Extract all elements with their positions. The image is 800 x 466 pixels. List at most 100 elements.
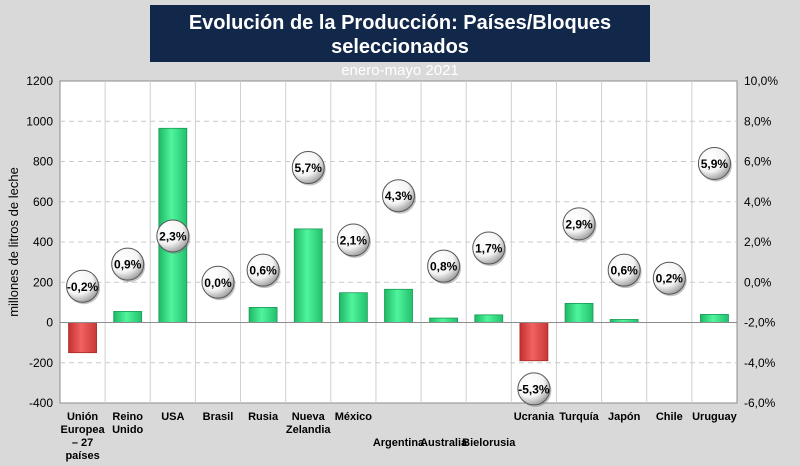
- chart-subtitle: enero-mayo 2021: [341, 62, 459, 79]
- y2-tick-label: -6,0%: [744, 396, 776, 410]
- percent-label: 0,6%: [249, 264, 277, 278]
- percent-bubble: 2,3%: [156, 219, 191, 254]
- y-tick-label: 1200: [26, 74, 53, 88]
- title-box: Evolución de la Producción: Países/Bloqu…: [150, 5, 650, 79]
- percent-bubble: 0,0%: [201, 265, 236, 301]
- y2-tick-label: -4,0%: [744, 356, 776, 370]
- percent-label: 0,6%: [610, 264, 638, 278]
- percent-bubble: 5,9%: [697, 147, 732, 182]
- bubble-circle: [66, 269, 100, 303]
- y2-tick-label: 2,0%: [744, 235, 772, 249]
- y2-tick-label: 0,0%: [744, 275, 772, 289]
- percent-label: 2,3%: [159, 229, 187, 243]
- percent-bubble: 5,7%: [291, 151, 326, 186]
- bar: [474, 314, 504, 323]
- y-tick-label: -200: [29, 356, 53, 370]
- percent-bubble: 0,9%: [111, 247, 146, 283]
- percent-bubble: -0,2%: [66, 269, 101, 305]
- bubble-circle: [246, 253, 280, 287]
- bar: [113, 311, 143, 323]
- category-label: Turquía: [559, 411, 599, 423]
- percent-bubbles: -0,2% 0,9% 2,3% 0,0% 0,6% 5,7% 2,1% 4,3% 0,8% 1,7…: [66, 147, 732, 407]
- category-label: México: [335, 411, 373, 423]
- percent-label: -5,3%: [518, 382, 550, 396]
- y-axis-label: millones de litros de leche: [6, 167, 21, 317]
- bubble-circle: [652, 261, 686, 295]
- y-tick-label: 200: [33, 275, 53, 289]
- chart-title: Evolución de la Producción: Países/Bloqu…: [188, 12, 612, 58]
- percent-label: 2,1%: [340, 233, 368, 247]
- y-tick-label: 600: [33, 195, 53, 209]
- bubble-circle: [201, 265, 235, 299]
- y-axis-right-ticks: -6,0% -4,0% -2,0% 0,0% 2,0% 4,0% 6,0% 8,0% 10,0%: [744, 74, 778, 410]
- y2-tick-label: 6,0%: [744, 155, 772, 169]
- bar: [700, 314, 729, 323]
- y2-tick-label: 10,0%: [744, 74, 778, 88]
- bubble-circle: [607, 253, 641, 287]
- category-label: Chile: [656, 411, 683, 423]
- category-label: Japón: [608, 411, 641, 423]
- percent-bubble: 1,7%: [472, 231, 507, 267]
- percent-bubble: 2,1%: [336, 223, 371, 258]
- y-tick-label: -400: [29, 396, 53, 410]
- bubble-circle: [697, 147, 731, 181]
- y-tick-label: 800: [33, 155, 53, 169]
- bubble-circle: [156, 219, 190, 253]
- bar: [564, 302, 594, 323]
- category-label: Uruguay: [692, 411, 738, 423]
- percent-bubble: 0,2%: [652, 261, 687, 297]
- percent-label: 0,2%: [656, 272, 684, 286]
- y2-tick-label: 4,0%: [744, 195, 772, 209]
- percent-bubble: 0,8%: [427, 249, 462, 285]
- category-label: Unión Europea – 27 países: [61, 411, 106, 462]
- percent-label: 0,0%: [204, 276, 232, 290]
- bar: [293, 228, 323, 323]
- bar: [248, 307, 278, 323]
- category-label: Reino Unido: [112, 411, 143, 436]
- percent-bubble: 4,3%: [382, 179, 416, 214]
- bubble-circle: [291, 151, 325, 185]
- bubble-circle: [111, 247, 145, 281]
- y2-tick-label: 8,0%: [744, 114, 772, 128]
- bubble-circle: [336, 223, 370, 257]
- y-tick-label: 400: [33, 235, 53, 249]
- bubble-circle: [427, 249, 461, 283]
- category-label: Nueva Zelandia: [286, 411, 332, 436]
- bar: [519, 322, 549, 362]
- y-tick-label: 1000: [26, 114, 53, 128]
- percent-bubble: -5,3%: [517, 372, 552, 407]
- percent-label: -0,2%: [67, 280, 99, 294]
- percent-label: 5,9%: [701, 157, 729, 171]
- category-separators: [104, 81, 693, 403]
- percent-label: 1,7%: [475, 242, 503, 256]
- y-tick-label: 0: [46, 316, 53, 330]
- bar: [429, 317, 459, 323]
- bars: [60, 127, 737, 362]
- percent-label: 0,9%: [114, 258, 142, 272]
- percent-bubble: 2,9%: [562, 207, 597, 242]
- category-label: USA: [161, 411, 184, 423]
- category-label: Brasil: [203, 411, 234, 423]
- bubble-circle: [517, 372, 551, 406]
- category-label: Ucrania: [514, 411, 555, 423]
- category-label: Australia: [420, 411, 468, 449]
- category-label: Rusia: [248, 411, 279, 423]
- bar: [384, 288, 413, 323]
- category-label: Argentina: [373, 411, 425, 449]
- percent-label: 5,7%: [295, 161, 323, 175]
- percent-bubble: 0,6%: [246, 253, 281, 289]
- bubble-circle: [562, 207, 596, 241]
- bar: [338, 292, 368, 323]
- y2-tick-label: -2,0%: [744, 316, 776, 330]
- percent-bubble: 0,6%: [607, 253, 642, 289]
- percent-label: 0,8%: [430, 260, 458, 274]
- percent-label: 4,3%: [385, 189, 413, 203]
- bubble-circle: [472, 231, 506, 265]
- bubble-circle: [382, 179, 415, 213]
- y-axis-left-ticks: -400 -200 0 200 400 600 800 1000 1200: [26, 74, 53, 410]
- bar: [68, 322, 97, 354]
- percent-label: 2,9%: [565, 217, 593, 231]
- category-label: Bielorusia: [462, 411, 516, 449]
